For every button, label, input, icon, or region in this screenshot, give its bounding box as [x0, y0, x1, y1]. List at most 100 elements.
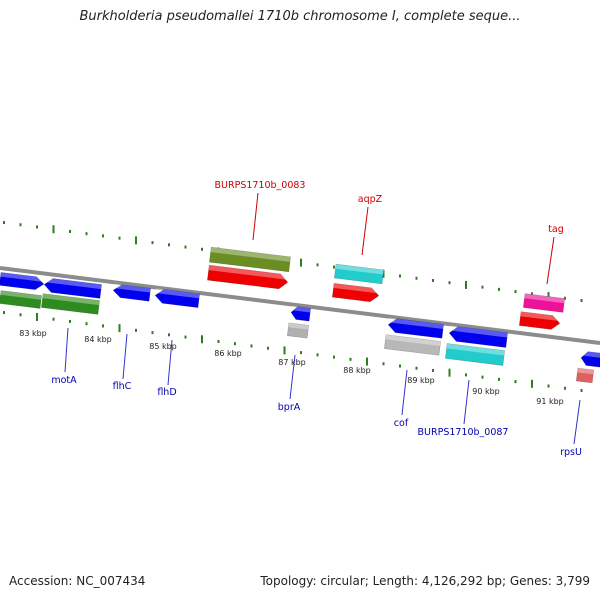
kbp-label: 89 kbp	[407, 376, 435, 385]
chromosome-backbone	[0, 266, 600, 345]
kbp-label: 86 kbp	[214, 349, 242, 358]
callout-line-bpra	[289, 354, 296, 400]
gene-label-bpra[interactable]: bprA	[278, 402, 301, 413]
callout-line-burps0087	[463, 379, 470, 425]
feature-red-burps0083[interactable]	[207, 264, 289, 290]
feature-blue-left-top-highlight	[0, 272, 45, 282]
feature-gray-bpra-shape[interactable]	[286, 322, 310, 339]
feature-olive-burps0083[interactable]	[209, 246, 291, 273]
feature-red-tag-shape[interactable]	[518, 311, 561, 331]
feature-gray-cof[interactable]	[384, 334, 441, 356]
feature-pink-rpsu[interactable]	[575, 367, 595, 384]
feature-green-mota[interactable]	[41, 293, 100, 315]
feature-green-mota-shape[interactable]	[41, 293, 100, 315]
feature-blue-mota-shape[interactable]	[43, 278, 102, 299]
feature-blue-flhc[interactable]	[112, 283, 151, 302]
feature-magenta-tag-highlight	[524, 293, 565, 304]
backbone-line	[0, 266, 600, 345]
feature-olive-burps0083-shape[interactable]	[209, 246, 291, 273]
gene-label-flhd[interactable]: flhD	[157, 387, 176, 398]
feature-pink-rpsu-shape[interactable]	[575, 367, 595, 384]
feature-cyan-aqpz-shape[interactable]	[333, 263, 385, 285]
map-title: Burkholderia pseudomallei 1710b chromoso…	[79, 9, 521, 24]
callout-line-burps0083	[252, 192, 259, 241]
feature-green-left[interactable]	[0, 290, 42, 309]
feature-blue-flhd[interactable]	[154, 288, 201, 308]
callout-line-tag	[546, 236, 555, 285]
feature-gray-cof-highlight	[385, 334, 441, 346]
gene-labels: BURPS1710b_0083 aqpZ tag motA flhC flhD bprA co…	[51, 180, 582, 458]
inner-tick-ring	[3, 311, 583, 393]
kbp-label: 91 kbp	[536, 397, 564, 406]
kbp-scale-labels: 83 kbp 84 kbp 85 kbp 86 kbp 87 kbp 88 kbp 89 k…	[19, 329, 564, 406]
feature-blue-bpra-shape[interactable]	[290, 306, 312, 322]
gene-label-burps0083[interactable]: BURPS1710b_0083	[215, 180, 306, 191]
gene-label-tag[interactable]: tag	[548, 224, 564, 235]
gene-label-aqpz[interactable]: aqpZ	[358, 194, 383, 205]
gene-label-rpsu[interactable]: rpsU	[560, 447, 582, 458]
kbp-label: 87 kbp	[278, 358, 306, 367]
feature-magenta-tag-shape[interactable]	[522, 293, 566, 313]
feature-blue-burps0087-highlight	[449, 325, 508, 338]
feature-red-tag-highlight	[520, 311, 561, 322]
kbp-label: 88 kbp	[343, 366, 371, 375]
feature-track	[0, 246, 600, 384]
feature-blue-flhc-highlight	[113, 283, 151, 293]
feature-red-aqpz-shape[interactable]	[331, 282, 380, 303]
feature-blue-bpra[interactable]	[290, 305, 312, 322]
feature-red-tag[interactable]	[518, 311, 561, 331]
feature-blue-burps0087[interactable]	[448, 325, 509, 348]
feature-red-burps0083-highlight	[208, 265, 289, 280]
feature-blue-bpra-highlight	[291, 305, 311, 313]
feature-blue-cof[interactable]	[387, 317, 444, 339]
feature-green-mota-highlight	[42, 293, 100, 306]
feature-blue-flhc-shape[interactable]	[112, 284, 151, 302]
gene-label-mota[interactable]: motA	[51, 375, 77, 386]
feature-green-left-highlight	[0, 290, 42, 300]
kbp-label: 90 kbp	[472, 387, 500, 396]
callout-line-rpsu	[573, 399, 581, 445]
feature-blue-mota[interactable]	[43, 277, 102, 299]
kbp-label: 85 kbp	[149, 342, 177, 351]
feature-blue-rpsu[interactable]	[580, 350, 600, 368]
feature-pink-rpsu-highlight	[577, 368, 594, 375]
feature-cyan-burps0087-shape[interactable]	[444, 343, 506, 366]
feature-blue-mota-highlight	[44, 277, 102, 290]
feature-blue-cof-highlight	[388, 317, 444, 329]
feature-blue-left-top[interactable]	[0, 272, 45, 290]
kbp-label: 84 kbp	[84, 335, 112, 344]
feature-gray-bpra-highlight	[288, 322, 309, 330]
feature-red-aqpz[interactable]	[331, 282, 380, 303]
label-callouts	[64, 192, 581, 445]
callout-line-cof	[401, 369, 408, 416]
feature-gray-cof-shape[interactable]	[384, 334, 441, 356]
feature-green-left-shape[interactable]	[0, 290, 42, 309]
topology-summary: Topology: circular; Length: 4,126,292 bp…	[260, 574, 590, 588]
gene-label-cof[interactable]: cof	[394, 418, 409, 429]
callout-line-aqpz	[361, 206, 369, 256]
gene-label-flhc[interactable]: flhC	[113, 381, 132, 392]
feature-blue-rpsu-highlight	[581, 350, 600, 358]
feature-gray-bpra[interactable]	[286, 322, 310, 339]
feature-cyan-aqpz-highlight	[335, 264, 384, 275]
feature-blue-left-top-shape[interactable]	[0, 272, 45, 290]
feature-red-aqpz-highlight	[333, 283, 380, 294]
callout-line-flhd	[167, 339, 173, 386]
feature-red-burps0083-shape[interactable]	[207, 264, 289, 290]
feature-magenta-tag[interactable]	[522, 293, 566, 313]
accession-text: Accession: NC_007434	[9, 574, 146, 588]
feature-cyan-aqpz[interactable]	[333, 263, 385, 285]
gene-label-burps0087[interactable]: BURPS1710b_0087	[418, 427, 509, 438]
feature-blue-rpsu-shape[interactable]	[580, 351, 600, 368]
feature-cyan-burps0087-highlight	[446, 343, 505, 356]
feature-olive-burps0083-highlight	[210, 247, 291, 262]
feature-blue-burps0087-shape[interactable]	[448, 326, 509, 348]
feature-blue-flhd-shape[interactable]	[154, 288, 201, 308]
feature-blue-cof-shape[interactable]	[387, 318, 444, 339]
kbp-label: 83 kbp	[19, 329, 47, 338]
callout-line-mota	[64, 327, 69, 373]
feature-blue-flhd-highlight	[155, 288, 200, 299]
callout-line-flhc	[122, 333, 128, 380]
feature-cyan-burps0087[interactable]	[444, 343, 506, 366]
